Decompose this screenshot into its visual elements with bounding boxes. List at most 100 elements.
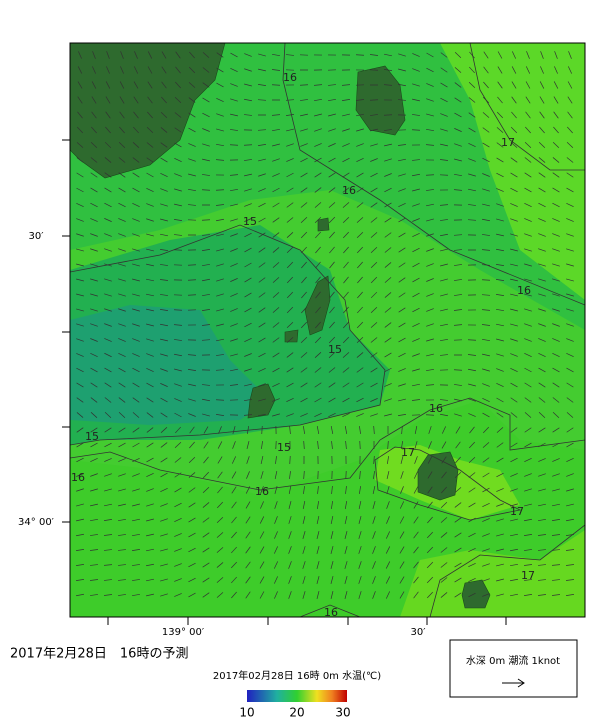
current-arrow xyxy=(344,531,348,539)
current-arrow xyxy=(329,231,335,239)
current-arrow xyxy=(412,338,420,342)
current-arrow xyxy=(511,81,517,89)
current-arrow xyxy=(104,473,112,477)
current-arrow xyxy=(538,278,546,282)
current-arrow xyxy=(412,292,420,298)
current-arrow xyxy=(539,126,545,134)
current-arrow xyxy=(314,172,322,178)
current-arrow xyxy=(90,442,98,448)
current-arrow xyxy=(174,412,182,418)
current-arrow xyxy=(383,69,393,71)
current-arrow xyxy=(76,293,84,297)
current-arrow xyxy=(174,563,182,567)
current-arrow xyxy=(230,293,238,297)
current-arrow xyxy=(524,202,532,208)
current-arrow xyxy=(272,292,280,298)
current-arrow xyxy=(398,247,406,253)
current-arrow xyxy=(314,367,322,373)
current-arrow xyxy=(104,382,112,388)
current-arrow xyxy=(159,294,169,296)
current-arrow xyxy=(146,563,154,567)
current-arrow xyxy=(483,51,489,59)
current-arrow xyxy=(398,217,406,223)
current-arrow xyxy=(399,531,405,539)
current-arrow xyxy=(161,81,167,89)
current-arrow xyxy=(343,246,349,254)
current-arrow xyxy=(440,532,448,538)
current-arrow xyxy=(244,307,252,313)
current-arrow xyxy=(426,263,434,267)
current-arrow xyxy=(440,143,448,147)
current-arrow xyxy=(524,263,532,267)
current-arrow xyxy=(525,111,531,119)
current-arrow xyxy=(440,547,448,553)
lon-label: 139° 00′ xyxy=(162,627,205,638)
current-arrow xyxy=(566,233,574,237)
current-arrow xyxy=(496,203,504,207)
current-arrow xyxy=(132,503,140,507)
current-arrow xyxy=(300,157,308,163)
current-arrow xyxy=(90,367,98,373)
current-arrow xyxy=(175,51,181,59)
current-arrow xyxy=(243,414,253,416)
current-arrow xyxy=(496,157,504,163)
current-arrow xyxy=(524,172,532,178)
current-arrow xyxy=(146,442,154,448)
current-arrow xyxy=(495,279,505,281)
current-arrow xyxy=(384,367,392,373)
current-arrow xyxy=(426,561,434,569)
current-arrow xyxy=(398,292,406,298)
current-arrow xyxy=(104,367,112,373)
current-arrow xyxy=(272,382,280,388)
current-arrow xyxy=(372,591,376,599)
current-arrow xyxy=(272,277,280,283)
current-arrow xyxy=(497,66,503,74)
current-arrow xyxy=(216,501,224,509)
current-arrow xyxy=(76,218,84,222)
current-arrow xyxy=(314,382,322,388)
current-arrow xyxy=(146,368,154,372)
current-arrow xyxy=(132,157,140,163)
current-arrow xyxy=(244,353,252,357)
current-arrow xyxy=(90,488,98,492)
current-arrow xyxy=(426,203,434,207)
current-arrow xyxy=(274,516,278,524)
current-arrow xyxy=(398,158,406,162)
current-arrow xyxy=(370,382,378,388)
current-arrow xyxy=(523,594,533,596)
current-arrow xyxy=(414,426,418,434)
current-arrow xyxy=(246,456,250,464)
current-arrow xyxy=(229,384,239,386)
current-arrow xyxy=(105,81,111,89)
current-arrow xyxy=(201,309,211,311)
current-arrow xyxy=(568,51,572,59)
current-arrow xyxy=(216,113,224,117)
current-arrow xyxy=(131,564,141,566)
current-arrow xyxy=(567,126,573,134)
current-arrow xyxy=(469,441,475,449)
current-arrow xyxy=(566,427,574,433)
current-arrow xyxy=(174,353,182,357)
current-arrow xyxy=(146,503,154,507)
contour-label: 16 xyxy=(429,402,443,415)
current-arrow xyxy=(188,532,196,538)
current-arrow xyxy=(160,111,168,119)
current-arrow xyxy=(510,263,518,267)
current-arrow xyxy=(440,323,448,327)
current-arrow xyxy=(358,516,362,524)
current-arrow xyxy=(439,219,449,221)
current-arrow xyxy=(230,233,238,237)
current-arrow xyxy=(566,382,574,388)
current-arrow xyxy=(244,322,252,328)
current-arrow xyxy=(370,276,378,284)
current-arrow xyxy=(104,442,112,448)
current-arrow xyxy=(567,81,573,89)
current-arrow xyxy=(244,337,252,343)
current-arrow xyxy=(286,352,294,358)
current-arrow xyxy=(328,143,336,147)
current-arrow xyxy=(384,262,392,268)
current-arrow xyxy=(174,457,182,463)
current-arrow xyxy=(566,278,574,282)
current-arrow xyxy=(189,426,195,434)
current-arrow xyxy=(89,564,99,566)
